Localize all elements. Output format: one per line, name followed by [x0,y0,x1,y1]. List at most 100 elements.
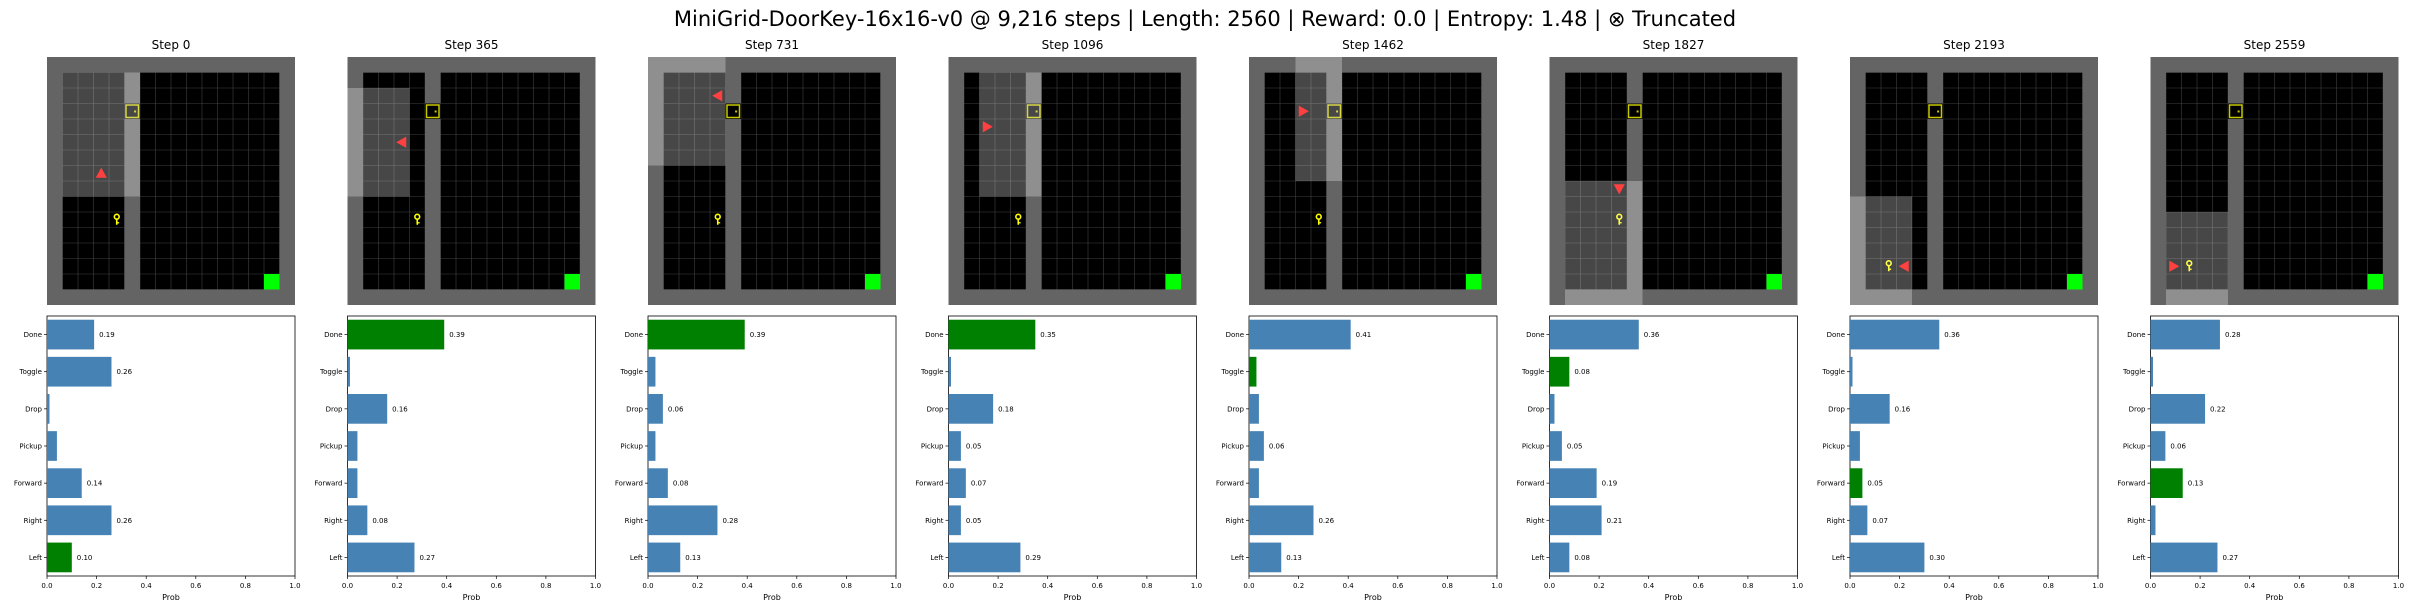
agent-triangle-icon [1298,105,1309,117]
y-tick-label: Left [1531,554,1544,562]
bar-drop [47,394,50,424]
x-axis-label: Prob [1364,593,1382,602]
x-axis-label: Prob [763,593,781,602]
env-frame-2: Step 731 [648,38,896,305]
x-tick-label: 0.6 [1092,582,1104,590]
y-tick-label: Pickup [1822,443,1845,451]
bar-left [1850,542,1925,573]
key-icon [1616,213,1623,225]
env-wall [948,57,1197,73]
bar-value-label: 0.19 [1602,480,1618,488]
env-wall [347,289,596,305]
bar-value-label: 0.10 [77,554,93,562]
goal-square [2367,274,2383,290]
y-tick-label: Done [24,331,42,339]
bar-value-label: 0.08 [1574,368,1590,376]
bar-value-label: 0.36 [1944,331,1960,339]
x-tick-label: 0.0 [1544,582,1555,590]
y-tick-label: Drop [1227,405,1244,413]
key-icon [1315,213,1322,225]
chart-axes-frame [1248,315,1498,577]
door-icon [125,104,140,119]
goal-square [1165,274,1181,290]
bar-toggle [1549,356,1570,387]
action-prob-chart-0: Done 0.19 Toggle 0.26 Drop Pickup Forward 0.14 R… [14,315,301,602]
bar-drop [648,394,663,424]
x-tick-label: 0.4 [441,582,453,590]
bar-value-label: 0.06 [1269,443,1285,451]
door-handle-icon [1035,110,1038,113]
bar-value-label: 0.08 [1574,554,1590,562]
y-tick-label: Left [29,554,42,562]
y-tick-label: Toggle [18,368,42,376]
bar-right [1850,505,1868,536]
env-wall [648,289,896,305]
y-tick-label: Toggle [1821,368,1845,376]
bar-right [347,505,368,536]
env-wall [1249,57,1497,73]
door-icon [1627,104,1642,119]
bar-value-label: 0.14 [87,480,103,488]
env-wall [47,57,295,73]
x-tick-label: 0.8 [2343,582,2354,590]
bar-value-label: 0.22 [2210,405,2226,413]
env-wall [1249,57,1265,305]
y-tick-label: Left [1832,554,1845,562]
x-tick-label: 0.2 [1894,582,1905,590]
x-tick-label: 0.0 [642,582,653,590]
bar-toggle [2150,356,2153,387]
env-wall [725,57,741,305]
door-icon [1928,104,1943,119]
x-axis-label: Prob [1064,593,1082,602]
x-tick-label: 1.0 [2092,582,2103,590]
bar-value-label: 0.21 [1607,517,1623,525]
y-tick-label: Left [930,554,943,562]
chart-axes-frame [347,315,596,577]
y-tick-label: Right [2127,517,2146,525]
x-tick-label: 0.4 [1343,582,1355,590]
action-prob-chart-4: Done 0.41 Toggle Drop Pickup 0.06 Forward Right… [1216,315,1503,602]
chart-axes-frame [647,315,897,577]
y-tick-label: Toggle [2122,368,2146,376]
y-tick-label: Pickup [1221,443,1244,451]
bar-value-label: 0.06 [2170,443,2186,451]
y-tick-label: Done [625,331,643,339]
x-tick-label: 0.0 [41,582,52,590]
action-prob-chart-2: Done 0.39 Toggle Drop 0.06 Pickup Forward 0.08 R… [615,315,902,602]
door-handle-icon [434,110,437,113]
door-handle-icon [2237,110,2240,113]
action-prob-chart-7: Done 0.28 Toggle Drop 0.22 Pickup 0.06 Forward 0… [2117,315,2404,602]
bar-value-label: 0.16 [1895,405,1911,413]
x-tick-label: 1.0 [1491,582,1502,590]
bar-value-label: 0.26 [116,368,132,376]
visible-region [62,72,140,197]
env-frame-title: Step 1096 [1042,38,1104,52]
bar-right [648,505,718,536]
env-wall [1481,57,1497,305]
bar-forward [1249,468,1259,498]
door-icon [2228,104,2243,119]
chart-axes-frame [2150,315,2399,577]
y-tick-label: Done [925,331,943,339]
x-tick-label: 0.8 [841,582,852,590]
y-tick-label: Forward [1216,480,1244,488]
env-frame-title: Step 2559 [2244,38,2306,52]
y-tick-label: Forward [2117,480,2145,488]
bar-pickup [1249,431,1264,461]
bar-value-label: 0.08 [372,517,388,525]
y-tick-label: Drop [626,405,643,413]
door-icon [1327,104,1342,119]
y-tick-label: Forward [915,480,943,488]
door-handle-icon [134,110,137,113]
goal-square [865,274,881,290]
x-tick-label: 0.6 [491,582,503,590]
bar-value-label: 0.35 [1040,331,1056,339]
bar-value-label: 0.13 [685,554,701,562]
visible-region [1565,181,1643,305]
door-handle-icon [1336,110,1339,113]
bar-toggle [347,356,350,387]
bar-toggle [948,356,951,387]
bar-drop [1549,394,1555,424]
x-tick-label: 0.2 [993,582,1004,590]
y-tick-label: Pickup [19,443,42,451]
